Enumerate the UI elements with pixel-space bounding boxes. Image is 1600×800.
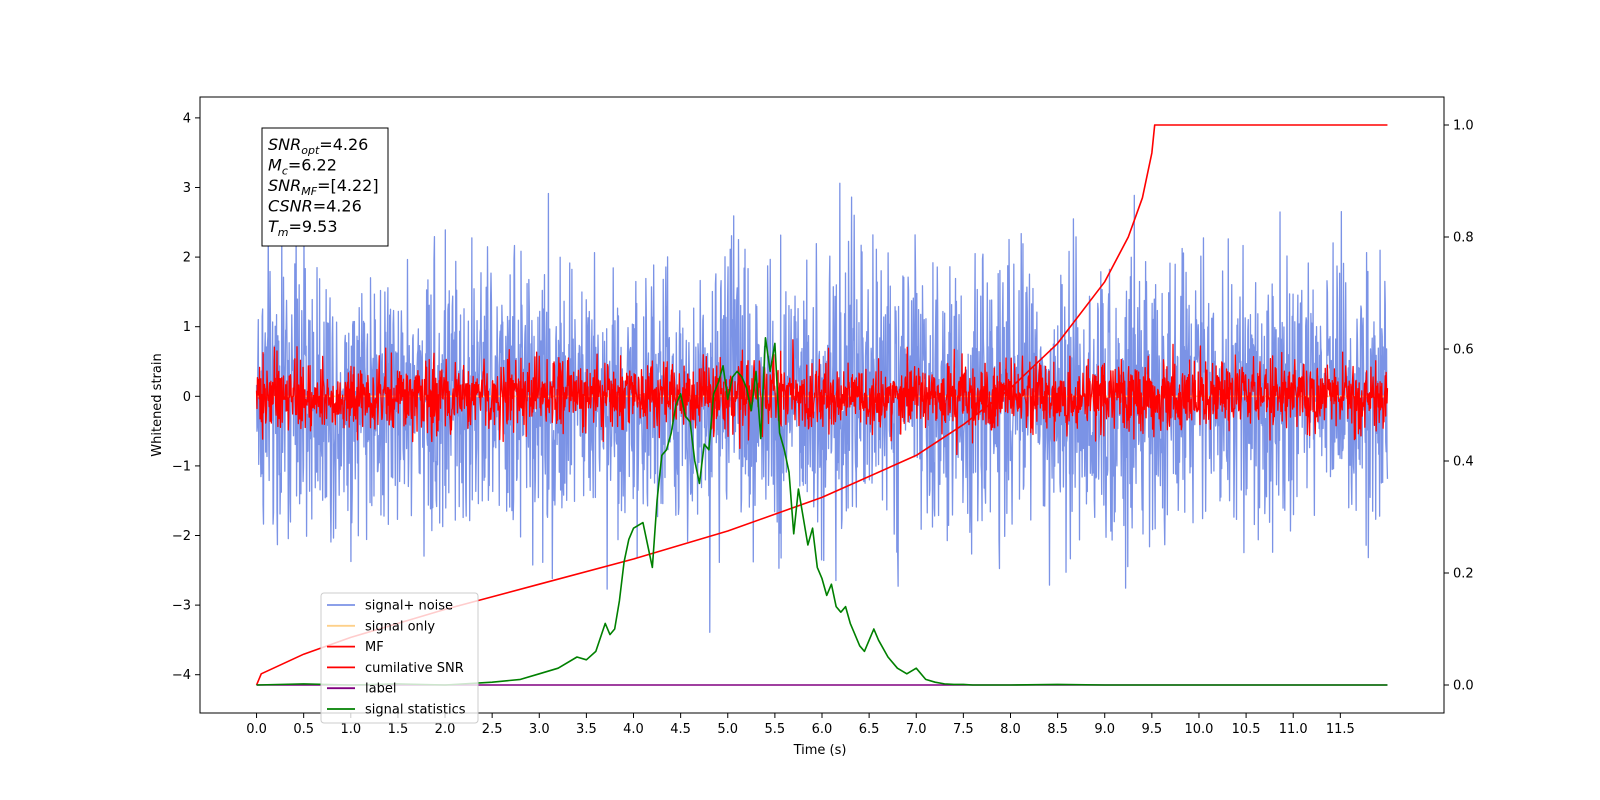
x-tick-label: 8.5 (1047, 722, 1068, 737)
y-right-tick-label: 0.6 (1453, 343, 1474, 358)
y-left-tick-label: 3 (183, 181, 191, 196)
y-left-tick-label: 1 (183, 320, 191, 335)
annotation-line: SNRopt=4.26 (268, 135, 368, 157)
y-right-tick-label: 0.4 (1453, 455, 1474, 470)
annotation-name: SNR (268, 176, 301, 195)
annotation-value: =6.22 (288, 156, 337, 175)
annotation-value: =9.53 (289, 217, 338, 236)
annotation-name: T (268, 217, 279, 236)
annotation-subscript: opt (301, 144, 320, 157)
x-tick-label: 4.5 (670, 722, 691, 737)
y-right-tick-label: 0.0 (1453, 679, 1474, 694)
annotation-name: SNR (268, 135, 301, 154)
x-tick-label: 9.0 (1094, 722, 1115, 737)
annotation-name: CSNR (268, 197, 313, 216)
legend-label: label (365, 682, 396, 697)
series-line-mf (255, 339, 1389, 456)
y-left-tick-label: 4 (183, 111, 191, 126)
x-tick-label: 6.0 (812, 722, 833, 737)
x-tick-label: 4.0 (623, 722, 644, 737)
annotation-value: =[4.22] (317, 176, 379, 195)
annotation-name: M (268, 156, 282, 175)
x-tick-label: 1.0 (340, 722, 361, 737)
legend: signal+ noise signal only MF cumilative SNR… (320, 592, 479, 724)
annotation-subscript: m (278, 226, 289, 239)
annotation-value: =4.26 (313, 197, 362, 216)
x-tick-label: 0.0 (246, 722, 267, 737)
legend-frame (320, 592, 479, 724)
annotation-frame (261, 127, 389, 247)
annotation-line: Tm=9.53 (268, 217, 338, 239)
x-tick-label: 7.5 (953, 722, 974, 737)
y-axis-right: 1.0 0.8 0.6 0.4 0.2 0.0 (1444, 119, 1474, 694)
x-axis: 0.0 0.5 1.0 1.5 2.0 2.5 3.0 3.5 4.0 4.5 5.0 5.5 6.0 6… (246, 713, 1355, 737)
x-tick-label: 8.0 (1000, 722, 1021, 737)
annotation-line: CSNR=4.26 (268, 197, 362, 216)
y-left-tick-label: −4 (172, 668, 191, 683)
series-line-signal-statistics (256, 337, 1388, 686)
annotation-subscript: MF (301, 185, 317, 198)
x-tick-label: 10.5 (1232, 722, 1261, 737)
y-left-tick-label: −2 (172, 529, 191, 544)
y-right-tick-label: 1.0 (1453, 119, 1474, 134)
y-left-tick-label: −1 (172, 459, 191, 474)
y-right-tick-label: 0.2 (1453, 567, 1474, 582)
annotation-box: SNRopt=4.26Mc=6.22SNRMF=[4.22]CSNR=4.26T… (261, 127, 389, 247)
x-tick-label: 11.0 (1279, 722, 1308, 737)
legend-label: signal only (365, 619, 435, 634)
legend-label: signal statistics (365, 703, 466, 718)
y-left-tick-label: 2 (183, 251, 191, 266)
y-axis-title: Whitened strain (150, 353, 165, 456)
x-tick-label: 1.5 (388, 722, 409, 737)
y-left-tick-label: −3 (172, 599, 191, 614)
x-tick-label: 7.0 (906, 722, 927, 737)
x-tick-label: 0.5 (293, 722, 314, 737)
annotation-value: =4.26 (319, 135, 368, 154)
annotation-line: SNRMF=[4.22] (268, 176, 379, 198)
x-tick-label: 11.5 (1326, 722, 1355, 737)
x-axis-title: Time (s) (793, 743, 847, 758)
x-tick-label: 3.5 (576, 722, 597, 737)
x-tick-label: 2.5 (482, 722, 503, 737)
x-tick-label: 3.0 (529, 722, 550, 737)
annotation-subscript: c (282, 165, 288, 178)
y-left-tick-label: 0 (183, 390, 191, 405)
x-tick-label: 10.0 (1184, 722, 1213, 737)
legend-label: MF (365, 640, 384, 655)
x-tick-label: 5.5 (765, 722, 786, 737)
x-tick-label: 2.0 (435, 722, 456, 737)
legend-label: signal+ noise (365, 599, 453, 614)
legend-label: cumilative SNR (365, 661, 464, 676)
x-tick-label: 6.5 (859, 722, 880, 737)
y-axis-left: 4 3 2 1 0 −1 −2 −3 −4 (172, 111, 200, 683)
annotation-line: Mc=6.22 (268, 156, 337, 178)
x-tick-label: 9.5 (1142, 722, 1163, 737)
y-right-tick-label: 0.8 (1453, 231, 1474, 246)
x-tick-label: 5.0 (717, 722, 738, 737)
